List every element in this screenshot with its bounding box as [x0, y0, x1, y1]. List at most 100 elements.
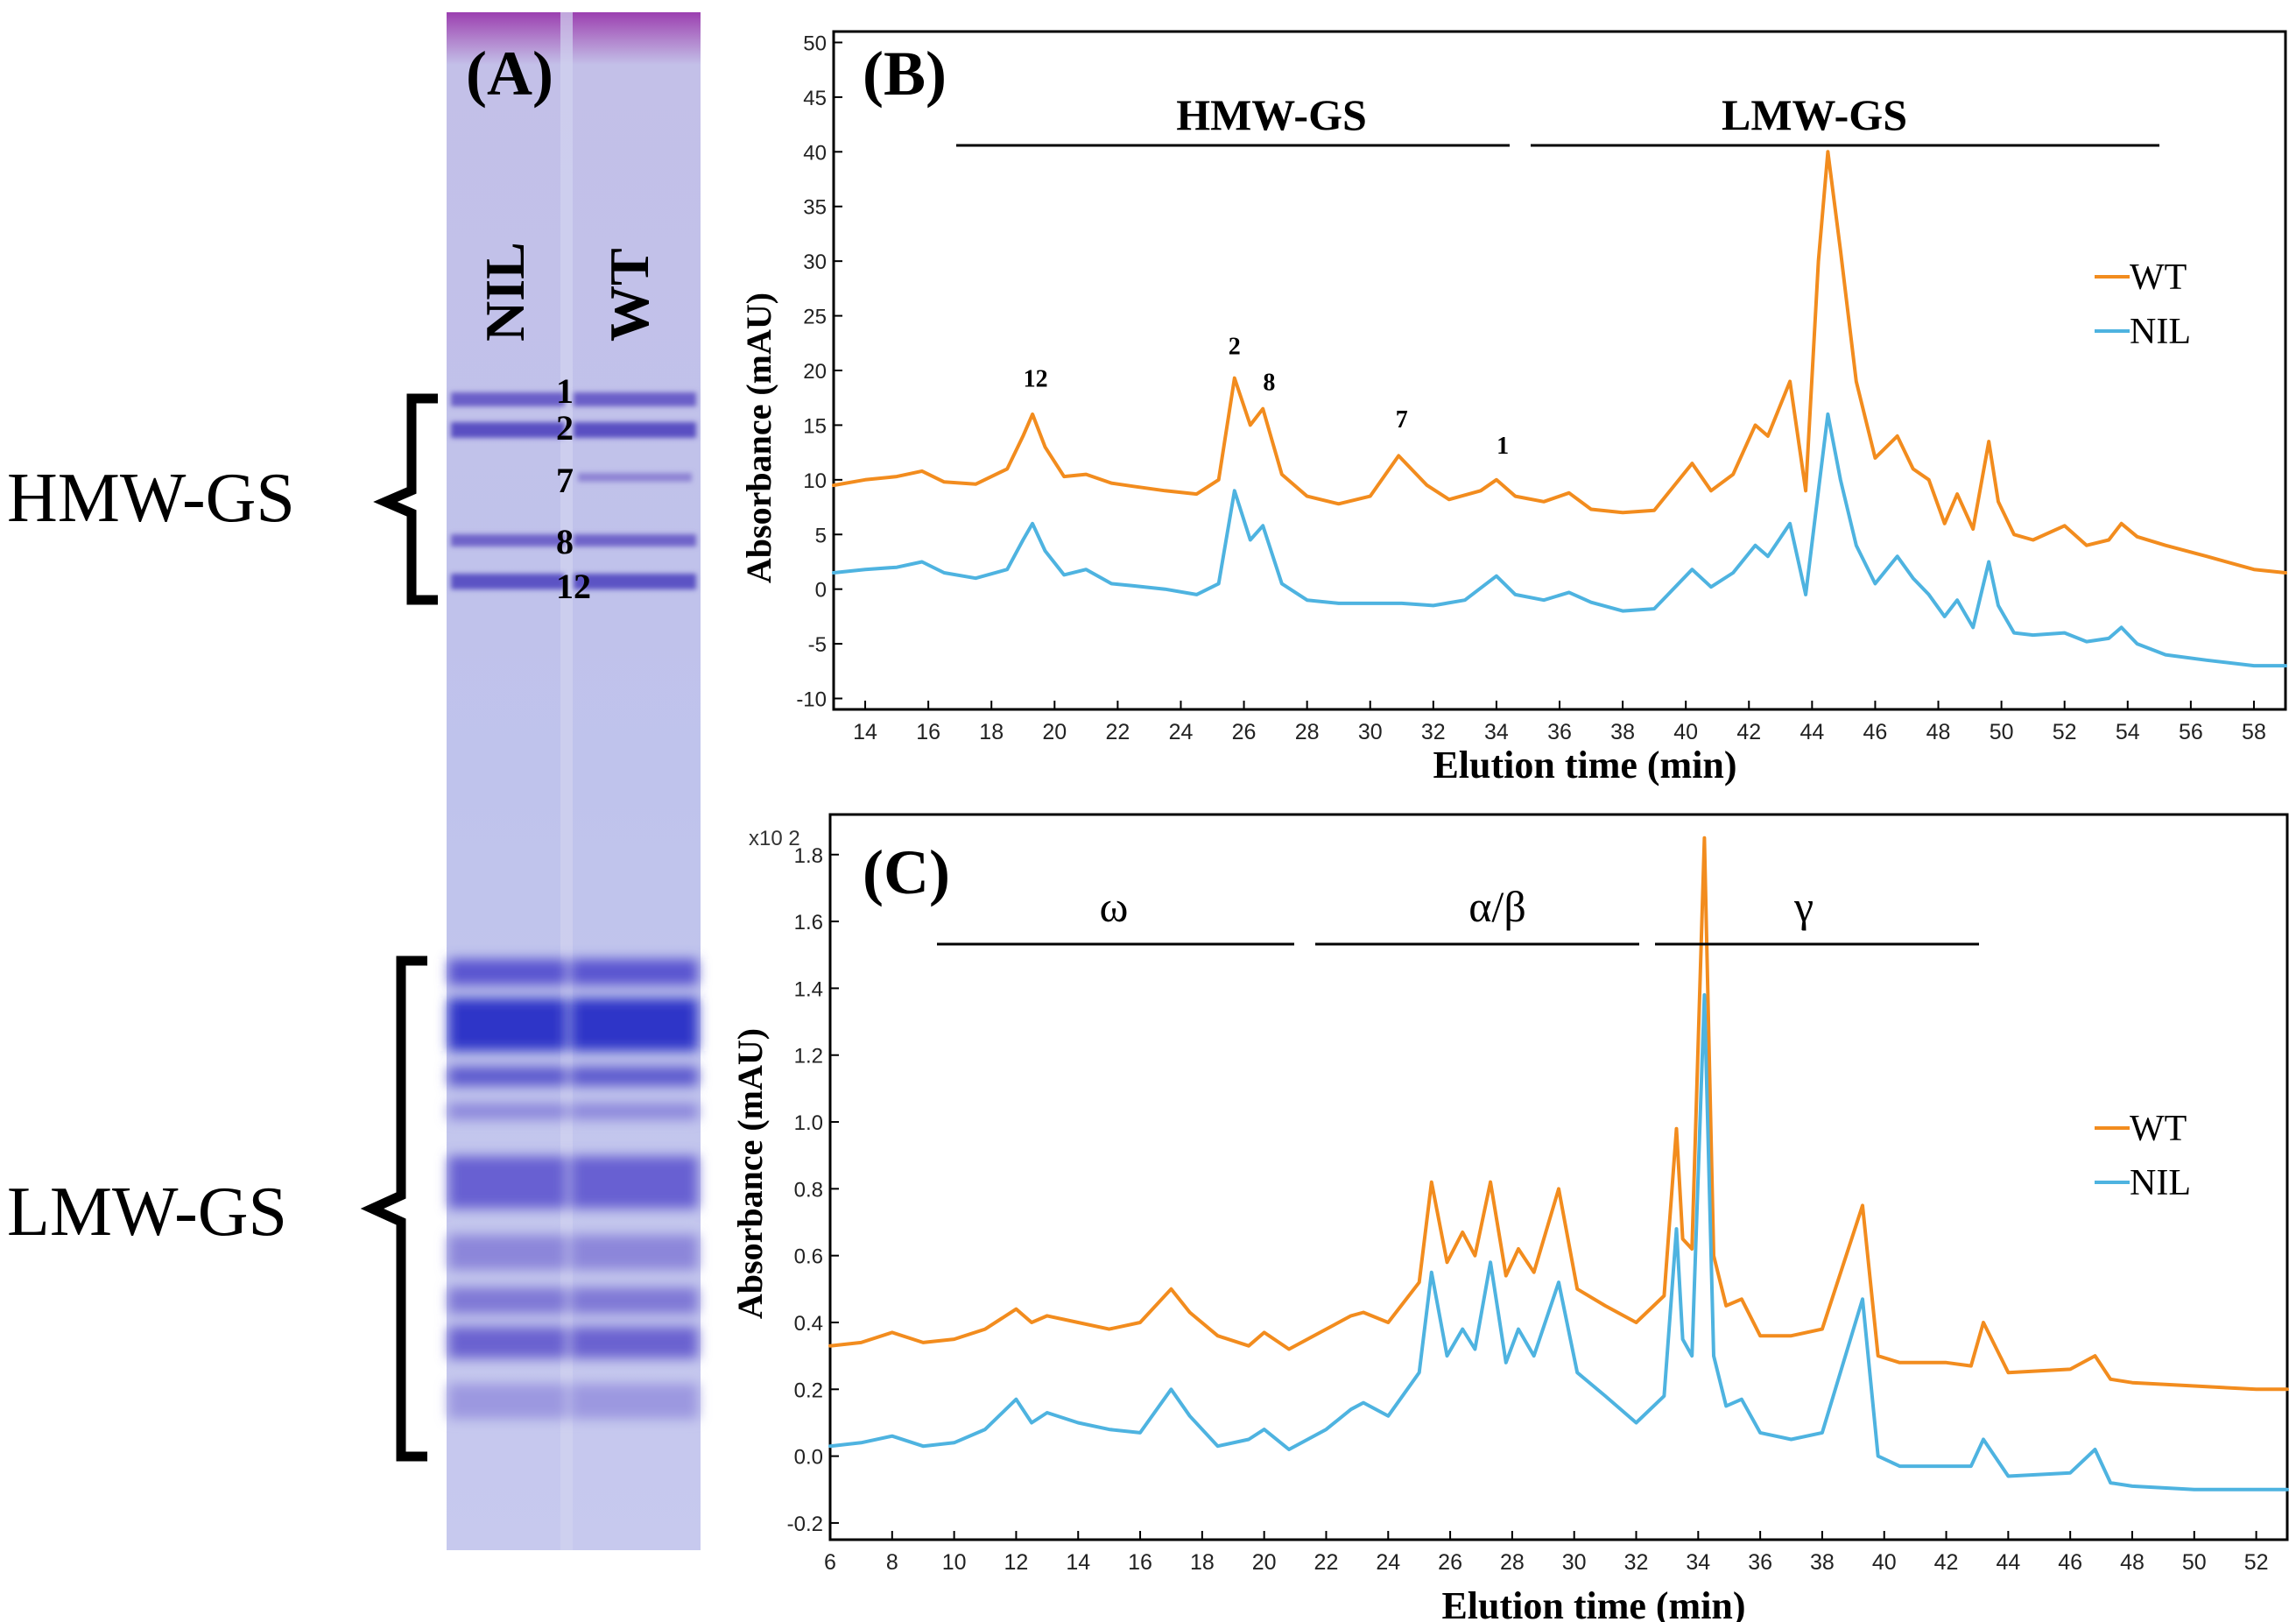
legend: WT NIL [2095, 257, 2191, 352]
y-tick-label: 45 [803, 87, 827, 110]
gel-band [448, 1287, 567, 1314]
y-tick-label: 0.8 [794, 1178, 823, 1202]
x-tick-label: 12 [1004, 1550, 1029, 1575]
series-line-nil [828, 993, 2289, 1492]
gel-band [571, 1235, 698, 1270]
gel-band [448, 1067, 567, 1086]
band-label-8: 8 [556, 522, 574, 561]
x-tick-label: 50 [1990, 720, 2014, 744]
panel-c-label: (C) [863, 837, 950, 907]
y-tick-label: 35 [803, 196, 827, 220]
y-tick-label: 0.4 [794, 1312, 823, 1336]
x-tick-label: 34 [1686, 1550, 1710, 1575]
x-tick-label: 16 [916, 720, 940, 744]
lmw-gs-group-label: LMW-GS [7, 1174, 287, 1251]
x-tick-label: 8 [886, 1550, 898, 1575]
x-tick-label: 20 [1252, 1550, 1277, 1575]
y-tick-label: 40 [803, 141, 827, 165]
y-tick-label: 1.2 [794, 1045, 823, 1068]
y-tick-label: 0.0 [794, 1446, 823, 1470]
hmw-gs-group-label: HMW-GS [7, 460, 295, 537]
x-tick-label: 36 [1547, 720, 1572, 744]
y-tick-label: 0.2 [794, 1379, 823, 1402]
gel-band [578, 473, 692, 482]
gel-top-stain [447, 12, 701, 65]
legend-label-nil: NIL [2130, 1163, 2191, 1203]
panel-a-label: (A) [466, 39, 553, 109]
hmw-bands [451, 392, 696, 589]
gel-band [448, 1235, 567, 1270]
region-labels: HMW-GS LMW-GS [956, 90, 2159, 147]
x-tick-label: 40 [1673, 720, 1698, 744]
series-line-wt [828, 836, 2289, 1392]
plot-frame [832, 30, 2287, 711]
y-axis-label: Absorbance (mAU) [739, 293, 778, 583]
gel-band [571, 998, 698, 1051]
series-group [828, 836, 2289, 1492]
x-tick-label: 56 [2179, 720, 2203, 744]
y-tick-label: 1.6 [794, 911, 823, 934]
hmw-bracket [373, 393, 438, 605]
gel-band [574, 574, 696, 589]
gel-band [448, 1156, 567, 1209]
lmw-bracket [360, 956, 427, 1462]
x-tick-label: 30 [1562, 1550, 1587, 1575]
x-tick-label: 40 [1872, 1550, 1897, 1575]
gel-band [571, 959, 698, 985]
y-axis: -10 -5 0 5 10 15 20 25 30 35 40 45 50 [796, 32, 842, 712]
y-tick-label: 1.8 [794, 844, 823, 868]
y-tick-label: -10 [796, 688, 827, 712]
gel-band [571, 1156, 698, 1209]
x-tick-label: 44 [1799, 720, 1824, 744]
gel-band [451, 574, 565, 589]
gel-band [571, 1327, 698, 1358]
gel-band [448, 1327, 567, 1358]
x-tick-label: 22 [1105, 720, 1130, 744]
band-label-1: 1 [556, 371, 574, 411]
gel-band [448, 998, 567, 1051]
region-label: HMW-GS [1176, 90, 1367, 139]
lane-label-wt: WT [598, 248, 660, 342]
gel-band [571, 1287, 698, 1314]
region-labels: ω α/β γ [937, 882, 1979, 946]
gel-band [571, 1384, 698, 1419]
x-tick-label: 42 [1736, 720, 1761, 744]
peak-label-8: 8 [1263, 369, 1275, 396]
y-tick-label: 50 [803, 32, 827, 55]
y-tick-label: 0 [815, 579, 827, 603]
x-tick-label: 54 [2116, 720, 2140, 744]
gel-band [574, 392, 696, 406]
x-tick-label: 44 [1996, 1550, 2020, 1575]
x-tick-label: 48 [2120, 1550, 2145, 1575]
y-axis: -0.2 0.0 0.2 0.4 0.6 0.8 1.0 1.2 1.4 1.6 1.8 [787, 844, 839, 1536]
legend-label-wt: WT [2130, 257, 2187, 298]
x-tick-label: 48 [1926, 720, 1951, 744]
x-tick-label: 38 [1810, 1550, 1835, 1575]
x-tick-label: 32 [1421, 720, 1446, 744]
legend: WT NIL [2095, 1109, 2191, 1203]
band-label-12: 12 [556, 567, 591, 606]
band-label-2: 2 [556, 408, 574, 448]
band-label-7: 7 [556, 461, 574, 500]
gel-lane-gap [560, 12, 573, 1550]
y-tick-label: -5 [808, 633, 827, 657]
x-tick-label: 24 [1376, 1550, 1400, 1575]
x-tick-label: 52 [2244, 1550, 2269, 1575]
x-tick-label: 38 [1610, 720, 1635, 744]
peak-label-2: 2 [1229, 333, 1241, 360]
series-line-nil [832, 412, 2287, 668]
x-tick-label: 42 [1934, 1550, 1959, 1575]
gel-band [448, 1104, 567, 1119]
lmw-bands [448, 959, 698, 1419]
x-tick-label: 14 [853, 720, 877, 744]
x-tick-label: 26 [1438, 1550, 1462, 1575]
x-tick-label: 28 [1500, 1550, 1525, 1575]
x-tick-label: 46 [2058, 1550, 2082, 1575]
y-tick-label: -0.2 [787, 1513, 823, 1536]
gel-band [571, 1067, 698, 1086]
x-axis: 6 8 10 12 14 16 18 20 22 24 26 28 30 32 34 36 38 40 42 44 46… [824, 1531, 2269, 1575]
y-scale-note: x10 2 [749, 827, 800, 850]
lane-label-nil: NIL [474, 242, 536, 342]
panel-c-chart: -0.2 0.0 0.2 0.4 0.6 0.8 1.0 1.2 1.4 1.6 1.8 6 8 10 1… [730, 813, 2289, 1622]
